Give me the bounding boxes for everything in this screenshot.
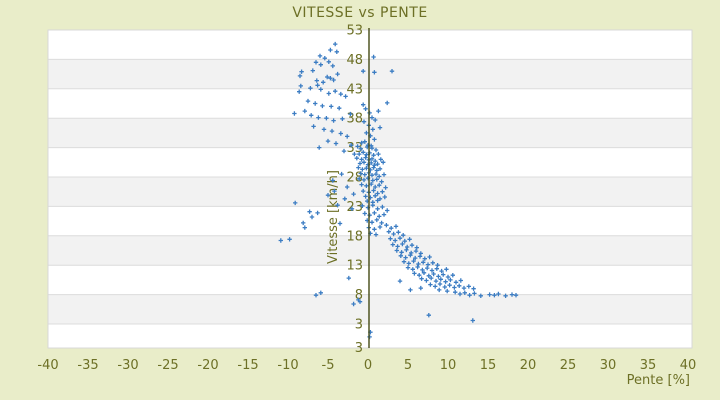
x-tick-label: 35 bbox=[640, 358, 657, 373]
x-axis-title: Pente [%] bbox=[627, 373, 690, 388]
y-tick-label: 3 bbox=[355, 318, 363, 333]
x-tick-label: 0 bbox=[364, 358, 372, 373]
x-tick-label: 10 bbox=[440, 358, 457, 373]
x-tick-label: 15 bbox=[480, 358, 497, 373]
x-tick-label: 40 bbox=[680, 358, 697, 373]
plot-band bbox=[48, 294, 692, 324]
y-tick-label: 43 bbox=[346, 82, 363, 97]
x-tick-label: -25 bbox=[157, 358, 178, 373]
x-tick-label: 30 bbox=[600, 358, 617, 373]
y-tick-label: 28 bbox=[346, 171, 363, 186]
y-tick-label: 23 bbox=[346, 200, 363, 215]
y-tick-label: 48 bbox=[346, 53, 363, 68]
y-tick-label: 8 bbox=[355, 288, 363, 303]
y-axis-title: Vitesse [km/h] bbox=[326, 170, 341, 264]
y-axis-min-label: 3 bbox=[355, 341, 363, 356]
x-tick-label: -15 bbox=[237, 358, 258, 373]
plot-band bbox=[48, 118, 692, 148]
y-tick-label: 18 bbox=[346, 229, 363, 244]
plot-border bbox=[47, 29, 693, 349]
x-tick-label: 25 bbox=[560, 358, 577, 373]
y-tick-label: 13 bbox=[346, 259, 363, 274]
plot-band bbox=[48, 206, 692, 236]
chart-title: VITESSE vs PENTE bbox=[292, 5, 428, 21]
x-tick-label: -10 bbox=[277, 358, 298, 373]
x-tick-label: -5 bbox=[322, 358, 335, 373]
scatter-points bbox=[278, 41, 519, 340]
plot-band bbox=[48, 265, 692, 295]
x-tick-label: 20 bbox=[520, 358, 537, 373]
plot-band bbox=[48, 235, 692, 266]
x-tick-label: -40 bbox=[37, 358, 58, 373]
plot-band bbox=[48, 30, 692, 60]
x-tick-label: -20 bbox=[197, 358, 218, 373]
x-tick-label: -35 bbox=[77, 358, 98, 373]
x-tick-label: 5 bbox=[404, 358, 412, 373]
y-tick-label: 53 bbox=[346, 24, 363, 39]
x-tick-label: -30 bbox=[117, 358, 138, 373]
plot-band bbox=[48, 59, 692, 89]
